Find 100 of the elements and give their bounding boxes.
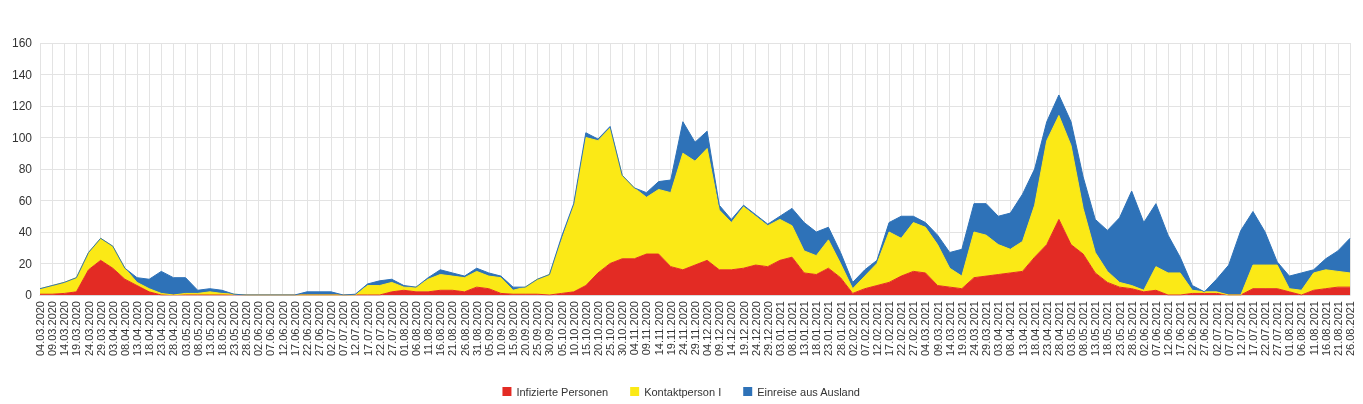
x-tick-label: 27.02.2021 [907, 301, 920, 357]
x-tick-label: 23.05.2021 [1113, 301, 1126, 357]
x-tick-label: 17.02.2021 [883, 301, 896, 357]
legend-label: Infizierte Personen [516, 385, 609, 398]
x-tick-label: 02.06.2020 [252, 301, 265, 357]
x-tick-label: 08.05.2020 [191, 301, 204, 357]
x-tick-label: 12.07.2020 [349, 301, 362, 357]
x-tick-label: 21.08.2020 [446, 301, 459, 357]
x-tick-label: 17.07.2021 [1246, 301, 1259, 357]
x-tick-label: 28.05.2021 [1125, 301, 1138, 357]
x-tick-label: 22.06.2021 [1186, 301, 1199, 357]
x-tick-label: 13.05.2020 [203, 301, 216, 357]
x-tick-label: 27.07.2020 [385, 301, 398, 357]
x-tick-label: 30.09.2020 [543, 301, 556, 357]
x-tick-label: 02.07.2021 [1210, 301, 1223, 357]
x-tick-label: 06.08.2021 [1295, 301, 1308, 357]
x-tick-label: 06.08.2020 [410, 301, 423, 357]
x-tick-label: 14.11.2020 [652, 301, 665, 356]
x-tick-label: 12.02.2021 [870, 301, 883, 357]
x-tick-label: 28.05.2020 [240, 301, 253, 357]
x-tick-label: 19.03.2021 [955, 301, 968, 357]
x-tick-label: 28.01.2021 [834, 301, 847, 357]
x-tick-label: 22.07.2020 [373, 301, 386, 357]
x-tick-label: 17.07.2020 [361, 301, 374, 357]
x-tick-label: 08.04.2020 [118, 301, 131, 357]
x-tick-label: 23.01.2021 [822, 301, 835, 357]
y-tick-label: 100 [11, 130, 33, 145]
x-tick-label: 03.05.2021 [1065, 301, 1078, 357]
x-tick-label: 27.06.2020 [312, 301, 325, 357]
x-tick-label: 04.12.2020 [701, 301, 714, 357]
x-tick-label: 12.07.2021 [1234, 301, 1247, 357]
x-tick-label: 21.08.2021 [1331, 301, 1344, 357]
x-tick-label: 13.01.2021 [798, 301, 811, 357]
x-tick-label: 08.04.2021 [1004, 301, 1017, 357]
legend-label: Einreise aus Ausland [757, 385, 860, 398]
y-tick-label: 60 [18, 193, 33, 208]
x-tick-label: 29.12.2020 [761, 301, 774, 357]
y-tick-label: 160 [11, 36, 33, 50]
x-tick-label: 03.04.2020 [106, 301, 119, 357]
x-tick-label: 08.01.2021 [786, 301, 799, 357]
x-tick-label: 17.06.2020 [288, 301, 301, 357]
x-tick-label: 07.06.2021 [1149, 301, 1162, 357]
x-tick-label: 24.12.2020 [749, 301, 762, 357]
x-tick-label: 04.03.2021 [919, 301, 932, 357]
x-tick-label: 23.04.2020 [155, 301, 168, 357]
x-tick-label: 13.05.2021 [1089, 301, 1102, 357]
y-tick-label: 80 [18, 162, 33, 176]
x-tick-label: 02.06.2021 [1137, 301, 1150, 357]
x-tick-label: 19.03.2020 [70, 301, 83, 357]
x-tick-label: 25.10.2020 [604, 301, 617, 357]
x-tick-label: 29.03.2021 [980, 301, 993, 357]
x-tick-label: 18.05.2020 [215, 301, 228, 357]
x-tick-label: 09.11.2020 [640, 301, 653, 356]
x-tick-label: 04.11.2020 [628, 301, 641, 356]
x-tick-label: 19.11.2020 [664, 301, 677, 356]
x-tick-label: 08.05.2021 [1077, 301, 1090, 357]
x-tick-label: 17.06.2021 [1174, 301, 1187, 357]
y-tick-label: 120 [11, 99, 33, 113]
x-tick-label: 01.08.2020 [397, 301, 410, 357]
x-tick-label: 01.08.2021 [1283, 301, 1296, 357]
x-tick-label: 07.06.2020 [264, 301, 277, 357]
x-tick-label: 18.04.2021 [1028, 301, 1041, 357]
x-tick-label: 29.03.2020 [94, 301, 107, 357]
x-tick-label: 18.05.2021 [1101, 301, 1114, 357]
x-tick-label: 05.10.2020 [555, 301, 568, 357]
x-tick-label: 03.05.2020 [179, 301, 192, 357]
x-tick-label: 26.08.2021 [1344, 301, 1356, 357]
x-tick-label: 28.04.2021 [1052, 301, 1065, 357]
x-tick-label: 20.10.2020 [591, 301, 604, 357]
legend-label: Kontaktperson I [644, 385, 722, 398]
x-tick-label: 09.03.2020 [46, 301, 59, 357]
x-tick-label: 13.04.2020 [131, 301, 144, 357]
x-tick-label: 28.04.2020 [167, 301, 180, 357]
x-tick-label: 20.09.2020 [519, 301, 532, 357]
x-tick-label: 22.02.2021 [895, 301, 908, 357]
x-tick-label: 02.07.2020 [325, 301, 338, 357]
x-tick-label: 18.01.2021 [810, 301, 823, 357]
x-tick-label: 22.06.2020 [300, 301, 313, 357]
x-tick-label: 05.09.2020 [482, 301, 495, 357]
x-tick-label: 19.12.2020 [737, 301, 750, 357]
x-tick-label: 15.10.2020 [579, 301, 592, 357]
x-tick-label: 30.10.2020 [616, 301, 629, 357]
x-tick-label: 25.09.2020 [531, 301, 544, 357]
x-tick-label: 27.07.2021 [1271, 301, 1284, 357]
x-tick-label: 03.01.2021 [773, 301, 786, 357]
x-tick-label: 12.06.2020 [276, 301, 289, 357]
x-tick-label: 23.05.2020 [228, 301, 241, 357]
x-tick-label: 16.08.2021 [1319, 301, 1332, 357]
x-tick-label: 24.03.2020 [82, 301, 95, 357]
x-tick-label: 24.11.2020 [676, 301, 689, 356]
x-tick-label: 11.08.2021 [1307, 301, 1320, 356]
x-tick-label: 10.10.2020 [567, 301, 580, 357]
x-tick-label: 27.06.2021 [1198, 301, 1211, 357]
x-tick-label: 07.07.2020 [337, 301, 350, 357]
x-tick-label: 24.03.2021 [967, 301, 980, 357]
x-tick-label: 02.02.2021 [846, 301, 859, 357]
x-tick-label: 07.02.2021 [858, 301, 871, 357]
x-tick-label: 18.04.2020 [143, 301, 156, 357]
x-tick-label: 16.08.2020 [434, 301, 447, 357]
x-tick-label: 26.08.2020 [458, 301, 471, 357]
